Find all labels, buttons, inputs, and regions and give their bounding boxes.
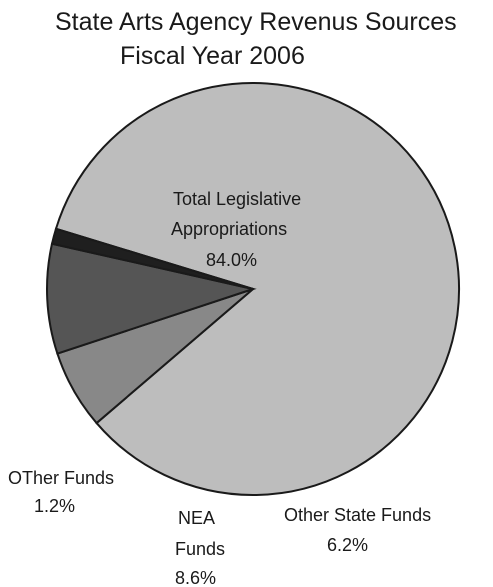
slice-label-other-state-funds: Other State Funds	[284, 505, 431, 525]
slice-label-nea-line-2: Funds	[175, 539, 225, 559]
slice-value-total-legislative: 84.0%	[206, 250, 257, 270]
slice-labels: Total Legislative Appropriations 84.0% O…	[8, 189, 431, 587]
slice-label-total-legislative-line-2: Appropriations	[171, 219, 287, 239]
slice-label-other-funds: OTher Funds	[8, 468, 114, 488]
slice-value-other-state-funds: 6.2%	[327, 535, 368, 555]
slice-label-nea-line-1: NEA	[178, 508, 215, 528]
chart-title: State Arts Agency Revenus Sources Fiscal…	[55, 8, 457, 70]
chart-title-line-2: Fiscal Year 2006	[120, 42, 305, 70]
slice-value-nea: 8.6%	[175, 568, 216, 587]
pie-slices	[46, 81, 460, 496]
slice-value-other-funds: 1.2%	[34, 496, 75, 516]
slice-nea-funds	[46, 242, 257, 355]
slice-other-funds	[50, 227, 254, 290]
chart-title-line-1: State Arts Agency Revenus Sources	[55, 8, 457, 36]
slice-label-total-legislative-line-1: Total Legislative	[173, 189, 301, 209]
slice-total-legislative	[54, 81, 460, 496]
